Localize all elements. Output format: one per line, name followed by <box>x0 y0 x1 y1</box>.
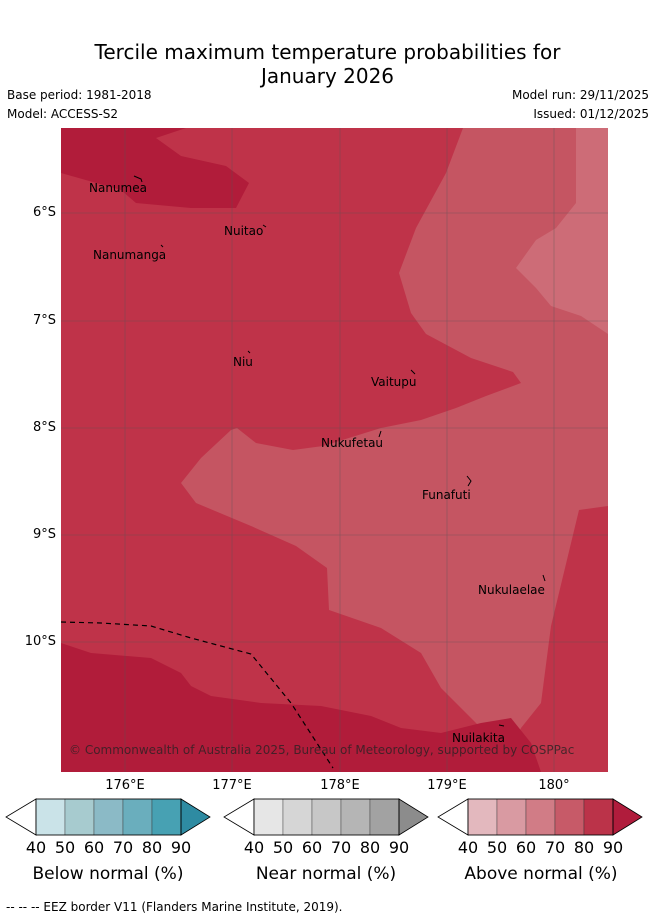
colorbar-extend-high <box>180 798 211 836</box>
lon-label: 178°E <box>320 778 360 793</box>
map-title: Tercile maximum temperature probabilitie… <box>0 40 655 88</box>
issued-date: Issued: 01/12/2025 <box>533 107 649 121</box>
place-label: Funafuti <box>422 488 471 502</box>
probability-map: © Commonwealth of Australia 2025, Bureau… <box>61 128 608 772</box>
lat-label: 10°S <box>24 634 56 649</box>
place-label: Nanumanga <box>93 248 167 262</box>
colorbar-segment <box>93 798 124 836</box>
lon-label: 180° <box>538 778 570 793</box>
lon-label: 179°E <box>427 778 467 793</box>
colorbar-segment <box>311 798 342 836</box>
model-run: Model run: 29/11/2025 <box>511 88 649 102</box>
colorbar-tick-label: 40 <box>458 838 478 857</box>
colorbar-tick-label: 90 <box>389 838 409 857</box>
region-above-70 <box>181 128 608 772</box>
title-line-2: January 2026 <box>260 64 395 88</box>
eez-border <box>61 621 334 769</box>
colorbar-segment <box>525 798 556 836</box>
colorbar-tick-label: 50 <box>273 838 293 857</box>
colorbar-caption-below: Below normal (%) <box>32 864 184 884</box>
colorbar-extend-low <box>437 798 469 836</box>
island-marks <box>133 175 546 727</box>
colorbar-legend: 40 50 60 70 80 90 40 50 60 70 80 90 40 50 60 70 80 90 <box>5 798 643 857</box>
region-above-90-nw <box>61 128 249 208</box>
colorbar-tick-label: 80 <box>574 838 594 857</box>
colorbar-tick-label: 70 <box>331 838 351 857</box>
colorbar-extend-high <box>612 798 643 836</box>
place-label: Nanumea <box>89 181 147 195</box>
colorbar-tick-label: 50 <box>487 838 507 857</box>
colorbar-0: 40 50 60 70 80 90 <box>5 798 211 857</box>
place-label: Nuitao <box>224 224 264 238</box>
region-above-90-sw <box>61 643 541 772</box>
colorbar-tick-label: 60 <box>302 838 322 857</box>
gridlines <box>61 128 608 772</box>
colorbar-caption-above: Above normal (%) <box>464 864 618 884</box>
lat-label: 9°S <box>32 527 56 542</box>
colorbar-segment <box>583 798 614 836</box>
colorbar-1: 40 50 60 70 80 90 <box>223 798 429 857</box>
colorbar-tick-label: 70 <box>113 838 133 857</box>
colorbar-tick-label: 50 <box>55 838 75 857</box>
lon-label: 177°E <box>212 778 252 793</box>
colorbar-tick-label: 60 <box>84 838 104 857</box>
colorbar-tick-label: 80 <box>360 838 380 857</box>
lat-label: 8°S <box>32 420 56 435</box>
colorbar-segment <box>282 798 313 836</box>
colorbar-extend-low <box>223 798 255 836</box>
copyright-notice: © Commonwealth of Australia 2025, Bureau… <box>69 743 574 757</box>
colorbar-2: 40 50 60 70 80 90 <box>437 798 643 857</box>
colorbar-outline <box>253 798 400 836</box>
lat-label: 6°S <box>32 205 56 220</box>
lat-label: 7°S <box>32 313 56 328</box>
lon-label: 176°E <box>105 778 145 793</box>
place-label: Niu <box>233 355 253 369</box>
colorbar-tick-label: 70 <box>545 838 565 857</box>
colorbar-tick-label: 40 <box>244 838 264 857</box>
title-line-1: Tercile maximum temperature probabilitie… <box>94 40 561 64</box>
base-period: Base period: 1981-2018 <box>7 88 152 102</box>
colorbar-segment <box>151 798 182 836</box>
place-label: Vaitupu <box>371 375 417 389</box>
colorbar-segment <box>369 798 400 836</box>
eez-legend-note: -- -- -- EEZ border V11 (Flanders Marine… <box>6 900 343 914</box>
region-above-60 <box>516 128 608 334</box>
place-label: Nukufetau <box>321 436 384 450</box>
colorbar-tick-label: 40 <box>26 838 46 857</box>
colorbar-outline <box>467 798 614 836</box>
colorbar-segment <box>467 798 498 836</box>
colorbar-segment <box>554 798 585 836</box>
colorbar-segment <box>35 798 66 836</box>
colorbar-extend-low <box>5 798 37 836</box>
colorbar-segment <box>253 798 284 836</box>
colorbar-segment <box>340 798 371 836</box>
region-above-80-se <box>501 506 608 772</box>
colorbar-segment <box>496 798 527 836</box>
colorbar-extend-high <box>398 798 429 836</box>
colorbar-caption-near: Near normal (%) <box>255 864 397 884</box>
colorbar-tick-label: 60 <box>516 838 536 857</box>
colorbar-tick-label: 90 <box>171 838 191 857</box>
colorbar-segment <box>122 798 153 836</box>
colorbar-tick-label: 90 <box>603 838 623 857</box>
model-name: Model: ACCESS-S2 <box>7 107 119 121</box>
colorbar-segment <box>64 798 95 836</box>
colorbar-outline <box>35 798 182 836</box>
place-label: Nuilakita <box>452 731 505 745</box>
colorbar-tick-label: 80 <box>142 838 162 857</box>
place-label: Nukulaelae <box>478 583 545 597</box>
